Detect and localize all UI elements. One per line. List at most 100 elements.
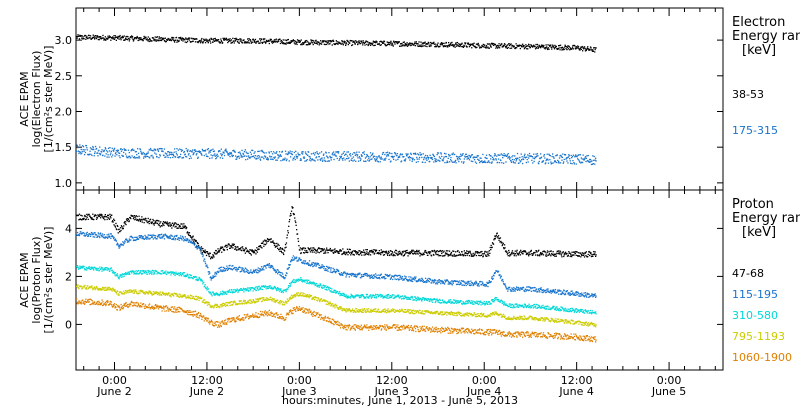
data-point — [473, 156, 475, 158]
data-point — [569, 294, 571, 296]
data-point — [515, 157, 517, 160]
data-point — [275, 245, 277, 248]
data-point — [78, 152, 80, 155]
data-point — [264, 155, 266, 157]
data-point — [391, 254, 393, 256]
data-point — [259, 159, 262, 161]
data-point — [234, 289, 236, 291]
data-point — [131, 37, 133, 39]
data-point — [220, 269, 222, 271]
data-point — [86, 147, 88, 149]
data-point — [203, 260, 205, 262]
data-point — [205, 153, 207, 155]
data-point — [299, 41, 301, 43]
data-point — [421, 277, 423, 279]
data-point — [527, 154, 529, 156]
data-point — [433, 161, 435, 163]
data-point — [77, 214, 80, 216]
data-point — [543, 291, 545, 293]
data-point — [249, 249, 251, 251]
data-point — [468, 46, 471, 48]
data-point — [195, 150, 197, 152]
data-point — [277, 39, 279, 41]
data-point — [414, 251, 417, 253]
data-point — [547, 254, 550, 256]
data-point — [246, 152, 248, 154]
data-point — [170, 38, 172, 40]
data-point — [505, 46, 508, 48]
data-point — [239, 248, 241, 250]
data-point — [317, 247, 319, 250]
data-point — [539, 253, 541, 255]
data-point — [256, 155, 258, 157]
data-point — [516, 286, 518, 288]
data-point — [450, 160, 453, 162]
data-point — [159, 39, 161, 42]
data-point — [85, 234, 87, 236]
data-point — [133, 156, 136, 158]
data-point — [381, 42, 384, 44]
data-point — [352, 160, 354, 162]
data-point — [211, 277, 214, 279]
data-point — [124, 149, 126, 151]
data-point — [541, 44, 544, 46]
data-point — [318, 41, 320, 43]
data-point — [299, 154, 301, 156]
data-point — [326, 155, 328, 157]
data-point — [213, 256, 215, 258]
data-point — [418, 252, 421, 254]
data-point — [353, 273, 355, 276]
data-point — [540, 252, 542, 254]
data-point — [228, 267, 230, 270]
data-point — [238, 42, 240, 44]
data-point — [215, 158, 217, 160]
data-point — [83, 38, 85, 40]
data-point — [249, 290, 251, 292]
data-point — [415, 153, 417, 155]
data-point — [541, 45, 543, 47]
data-point — [357, 157, 359, 159]
data-point — [361, 254, 363, 256]
data-point — [314, 42, 316, 44]
data-point — [360, 154, 362, 156]
data-point — [498, 239, 500, 241]
data-point — [100, 153, 102, 155]
data-point — [185, 274, 187, 276]
data-point — [206, 251, 209, 253]
data-point — [181, 223, 183, 225]
data-point — [436, 43, 438, 46]
data-point — [155, 149, 157, 151]
data-point — [570, 253, 572, 255]
data-point — [411, 249, 413, 251]
data-point — [81, 35, 83, 37]
data-point — [330, 269, 332, 271]
data-point — [153, 235, 155, 237]
data-point — [574, 252, 576, 255]
data-point — [219, 157, 221, 159]
data-point — [215, 292, 217, 294]
data-point — [264, 286, 266, 288]
data-point — [148, 238, 150, 240]
data-point — [434, 279, 436, 282]
data-point — [461, 251, 463, 253]
data-point — [235, 39, 237, 41]
data-point — [410, 44, 412, 46]
data-point — [595, 295, 597, 297]
data-point — [298, 39, 300, 42]
data-point — [324, 159, 326, 161]
data-point — [98, 36, 100, 38]
data-point — [103, 268, 105, 270]
data-point — [197, 41, 199, 44]
data-point — [322, 249, 325, 251]
data-point — [402, 45, 404, 47]
data-point — [180, 272, 182, 274]
data-point — [516, 157, 518, 159]
data-point — [156, 36, 159, 38]
data-point — [173, 272, 175, 274]
data-point — [508, 249, 510, 252]
data-point — [120, 276, 123, 278]
data-point — [128, 151, 130, 154]
data-point — [349, 42, 351, 44]
data-point — [502, 279, 504, 281]
data-point — [497, 235, 500, 237]
